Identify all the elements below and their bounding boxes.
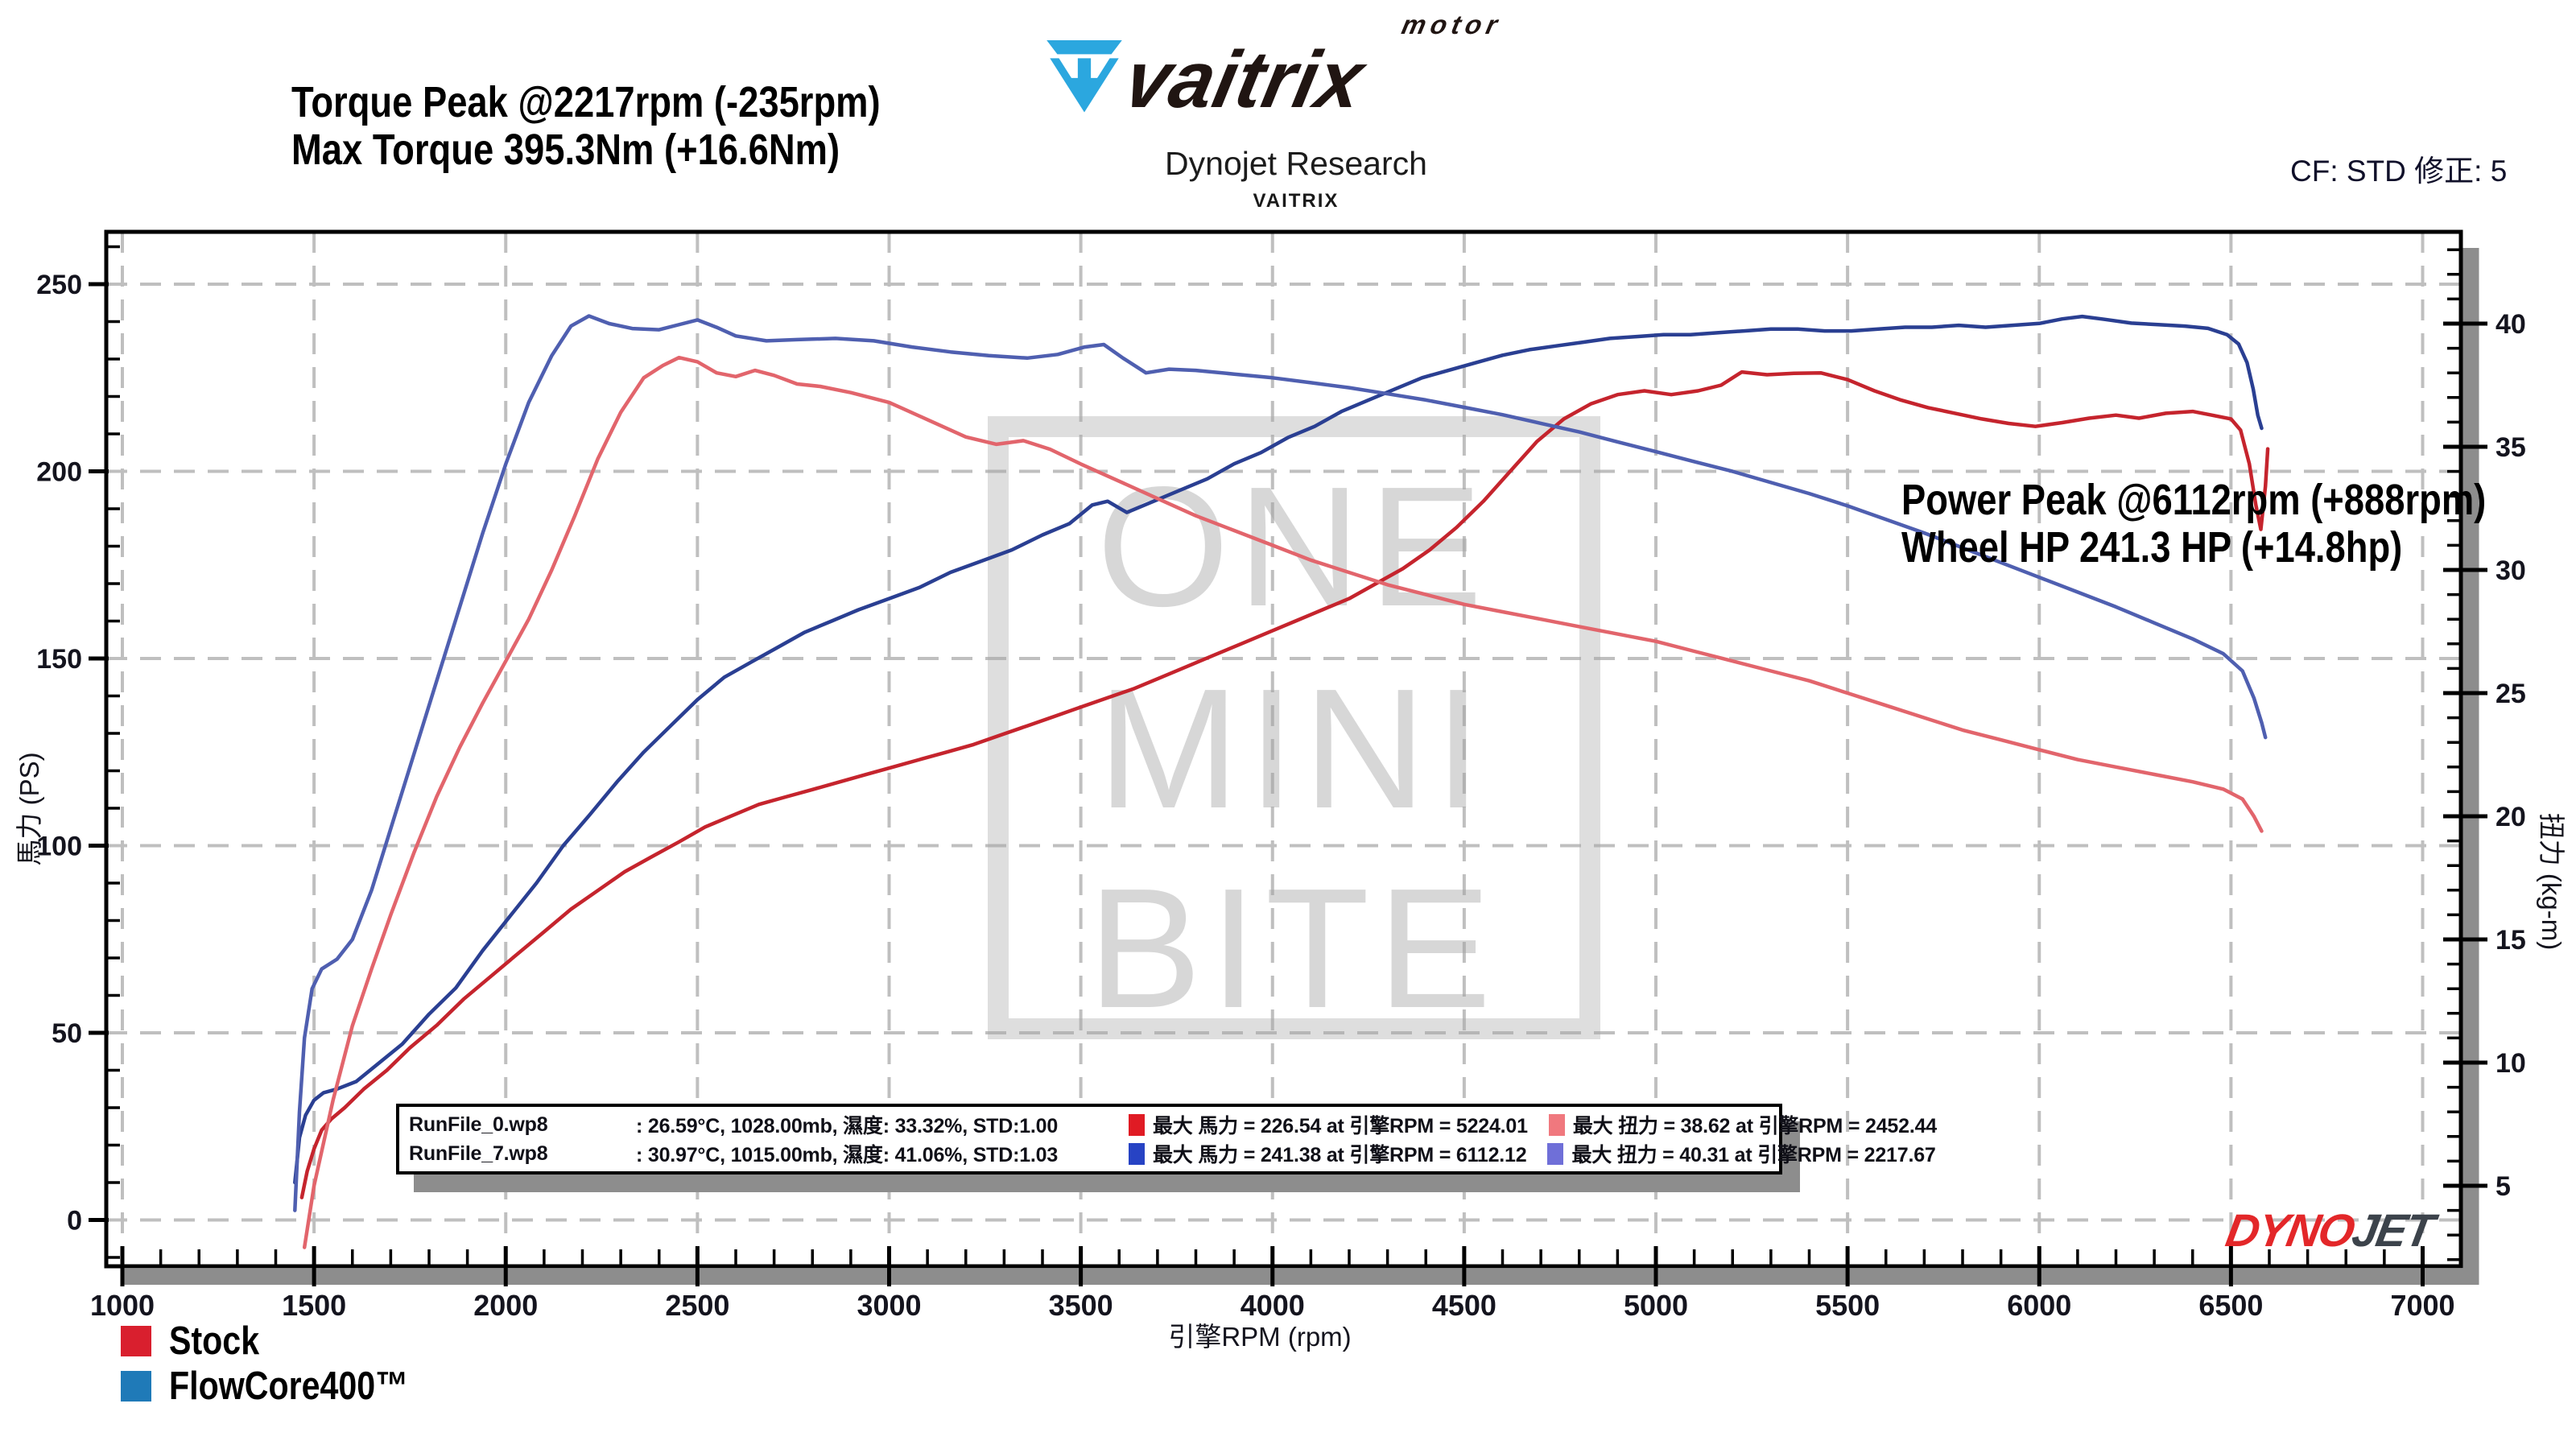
torque-peak-line1: Torque Peak @2217rpm (-235rpm): [291, 78, 881, 126]
axis-shadow-right: [2462, 248, 2479, 1285]
legend-item-stock: Stock: [121, 1319, 454, 1363]
run-info-row-flowcore: RunFile_7.wp8 : 30.97°C, 1015.00mb, 濕度: …: [409, 1139, 1936, 1168]
flowcore400-color-swatch: [121, 1371, 151, 1402]
watermark-text: ONE: [1096, 451, 1490, 642]
max-hp-text: 最大 馬力 = 226.54 at 引擎RPM = 5224.01: [1153, 1115, 1528, 1137]
x-axis-tick-label: 7000: [2390, 1289, 2454, 1322]
x-axis-tick-label: 5000: [1624, 1289, 1688, 1322]
x-axis-tick-label: 3500: [1049, 1289, 1113, 1322]
watermark-text: MINI: [1097, 653, 1490, 844]
run-info-legend-box: RunFile_0.wp8 : 26.59°C, 1028.00mb, 濕度: …: [396, 1104, 1937, 1174]
y-left-tick-label: 150: [36, 644, 82, 675]
curve-power-stock: [299, 369, 2270, 1199]
y-right-tick-label: 20: [2496, 802, 2526, 832]
runfile-name: RunFile_0.wp8: [409, 1113, 548, 1136]
y-right-axis-title: 扭力 (kg-m): [2537, 813, 2566, 950]
y-right-tick-label: 35: [2496, 432, 2526, 463]
gridlines: [106, 232, 2461, 1266]
vaitrix-wordmark: vaitrix: [1117, 35, 1373, 125]
watermark-square: [988, 416, 1600, 1039]
y-left-axis-title: 馬力 (PS): [14, 752, 44, 865]
x-axis-tick-label: 2500: [665, 1289, 729, 1322]
x-axis-tick-label: 3000: [857, 1289, 921, 1322]
x-axis-tick-label: 2000: [473, 1289, 538, 1322]
y-right-tick-label: 25: [2496, 679, 2526, 709]
y-left-tick-label: 200: [36, 457, 82, 488]
watermark-text: BITE: [1088, 852, 1499, 1043]
y-left-tick-label: 50: [52, 1018, 82, 1049]
torque-peak-line2: Max Torque 395.3Nm (+16.6Nm): [291, 126, 840, 174]
vaitrix-motor-label: motor: [1399, 10, 1505, 39]
legend-label-flowcore400: FlowCore400™: [169, 1364, 409, 1408]
torque-peak-annotation: Torque Peak @2217rpm (-235rpm) Max Torqu…: [291, 79, 993, 174]
curve-power-flowcore: [293, 314, 2264, 1185]
max-hp-text: 最大 馬力 = 241.38 at 引擎RPM = 6112.12: [1153, 1144, 1527, 1166]
axis-shadow-bottom: [122, 1269, 2477, 1285]
x-axis-tick-label: 5500: [1815, 1289, 1880, 1322]
x-axis-tick-label: 4500: [1432, 1289, 1496, 1322]
x-axis-tick-label: 1000: [90, 1289, 155, 1322]
correction-factor-label: CF: STD 修正: 5: [2290, 155, 2508, 188]
power-peak-annotation: Power Peak @6112rpm (+888rpm) Wheel HP 2…: [1901, 477, 2576, 572]
y-right-tick-label: 30: [2496, 555, 2526, 586]
dynojet-logo-dyno: DYNO: [2222, 1205, 2358, 1257]
dynojet-logo-jet: JET: [2348, 1205, 2437, 1257]
run-conditions: : 26.59°C, 1028.00mb, 濕度: 33.32%, STD:1.…: [636, 1115, 1059, 1137]
run-info-row-stock: RunFile_0.wp8 : 26.59°C, 1028.00mb, 濕度: …: [409, 1110, 1937, 1139]
series-legend: Stock FlowCore400™: [121, 1319, 454, 1414]
run-conditions: : 30.97°C, 1015.00mb, 濕度: 41.06%, STD:1.…: [636, 1144, 1059, 1166]
axes: 1000 1500 2000 2500 3000 3500 4000 4500 5000 5500…: [14, 229, 2566, 1352]
curve-torque-stock: [302, 355, 2264, 1249]
stock-color-swatch: [121, 1326, 151, 1356]
torque-color-swatch: [1547, 1142, 1564, 1165]
hp-color-swatch: [1129, 1142, 1145, 1165]
y-right-tick-label: 40: [2496, 309, 2526, 340]
max-torque-text: 最大 扭力 = 38.62 at 引擎RPM = 2452.44: [1572, 1115, 1937, 1137]
x-axis-tick-label: 4000: [1241, 1289, 1305, 1322]
x-axis-tick-label: 6500: [2198, 1289, 2263, 1322]
curves: [293, 314, 2270, 1249]
power-peak-line2: Wheel HP 241.3 HP (+14.8hp): [1901, 523, 2403, 572]
x-axis-tick-label: 6000: [2007, 1289, 2071, 1322]
vaitrix-logo-icon: [1046, 40, 1122, 113]
legend-item-flowcore400: FlowCore400™: [121, 1364, 454, 1408]
plot-shadows: [122, 248, 2479, 1285]
y-left-tick-label: 100: [36, 832, 82, 862]
y-right-tick-label: 10: [2496, 1048, 2526, 1079]
y-right-tick-label: 15: [2496, 925, 2526, 956]
y-left-tick-label: 250: [36, 270, 82, 300]
y-left-tick-label: 0: [67, 1206, 82, 1236]
dynojet-research-subtitle: Dynojet Research: [1165, 145, 1427, 182]
legend-label-stock: Stock: [169, 1319, 260, 1363]
y-right-tick-label: 5: [2496, 1171, 2511, 1202]
runfile-name: RunFile_7.wp8: [409, 1141, 548, 1165]
torque-color-swatch: [1548, 1113, 1565, 1136]
x-axis-title: 引擎RPM (rpm): [1168, 1322, 1351, 1352]
power-peak-line1: Power Peak @6112rpm (+888rpm): [1901, 476, 2487, 524]
max-torque-text: 最大 扭力 = 40.31 at 引擎RPM = 2217.67: [1571, 1144, 1936, 1166]
dynojet-logo: DYNOJET: [2222, 1204, 2437, 1257]
vaitrix-small-label: VAITRIX: [1253, 190, 1340, 212]
plot-border: [104, 229, 2463, 1269]
curve-torque-flowcore: [293, 314, 2268, 1212]
x-axis-tick-label: 1500: [282, 1289, 346, 1322]
hp-color-swatch: [1129, 1113, 1145, 1136]
